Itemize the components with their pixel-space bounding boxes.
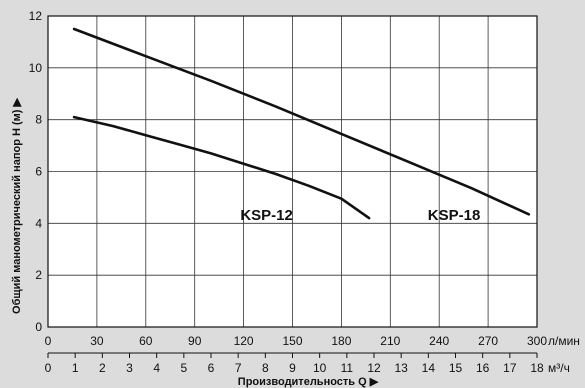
x-axis-title: Производительность Q ▶	[238, 376, 379, 388]
x-tick-label-lmin: 210	[380, 334, 400, 348]
y-tick-label: 10	[29, 61, 43, 75]
y-tick-label: 4	[35, 216, 42, 230]
x-tick-label-lmin: 180	[331, 334, 351, 348]
y-tick-labels: 0 2 4 6 8 10 12	[29, 9, 43, 334]
series-line-ksp-12	[72, 115, 371, 220]
x-tick-label-m3h: 4	[153, 361, 160, 375]
x-tick-label-m3h: 5	[180, 361, 187, 375]
y-tick-label: 0	[35, 320, 42, 334]
x-tick-label-m3h: 10	[313, 361, 327, 375]
x-tick-label-m3h: 14	[422, 361, 436, 375]
x-tick-label-m3h: 16	[476, 361, 490, 375]
y-axis-title: Общий манометрический напор H (м) ▶	[11, 97, 23, 314]
x-tick-label-m3h: 15	[449, 361, 463, 375]
x-tick-label-lmin: 90	[188, 334, 202, 348]
x-tick-label-lmin: 270	[478, 334, 498, 348]
x-tick-label-m3h: 13	[394, 361, 408, 375]
y-tick-label: 6	[35, 165, 42, 179]
x-tick-label-m3h: 18	[530, 361, 544, 375]
x-tick-label-m3h: 12	[367, 361, 381, 375]
x-unit-primary: л/мин	[548, 334, 580, 348]
series-label-ksp-12: KSP-12	[240, 207, 293, 224]
x-tick-label-lmin: 300	[527, 334, 547, 348]
x-tick-label-lmin: 30	[90, 334, 104, 348]
y-tick-label: 8	[35, 113, 42, 127]
x-tick-labels-lmin: 0 30 60 90 120 150 180 210 240 270 300	[45, 334, 547, 354]
x-tick-label-m3h: 1	[72, 361, 79, 375]
plot-border	[47, 15, 538, 328]
x-tick-label-m3h: 7	[235, 361, 242, 375]
x-tick-label-lmin: 0	[45, 334, 52, 348]
x-tick-label-m3h: 8	[262, 361, 269, 375]
x-tick-label-lmin: 60	[139, 334, 153, 348]
x-tick-label-lmin: 240	[429, 334, 449, 348]
x-tick-label-lmin: 150	[282, 334, 302, 348]
series-label-ksp-18: KSP-18	[428, 207, 481, 224]
series-labels: KSP-12 KSP-18	[240, 207, 480, 224]
y-tick-label: 12	[29, 9, 43, 23]
y-tick-label: 2	[35, 268, 42, 282]
x-tick-label-m3h: 9	[289, 361, 296, 375]
x-tick-label-m3h: 11	[341, 361, 354, 375]
x-unit-secondary: м³/ч	[548, 361, 570, 375]
x-tick-label-m3h: 2	[99, 361, 106, 375]
series-line-ksp-18	[72, 27, 531, 216]
x-tick-label-m3h: 0	[45, 361, 52, 375]
x-tick-labels-m3h: 0 1 2 3 4 5 6 7 8 9 10 11 12 13 14 15 16 17 18	[45, 353, 544, 375]
x-tick-label-lmin: 120	[234, 334, 254, 348]
x-tick-label-m3h: 6	[208, 361, 215, 375]
x-tick-label-m3h: 3	[126, 361, 133, 375]
series-lines	[72, 27, 531, 220]
x-tick-label-m3h: 17	[503, 361, 517, 375]
